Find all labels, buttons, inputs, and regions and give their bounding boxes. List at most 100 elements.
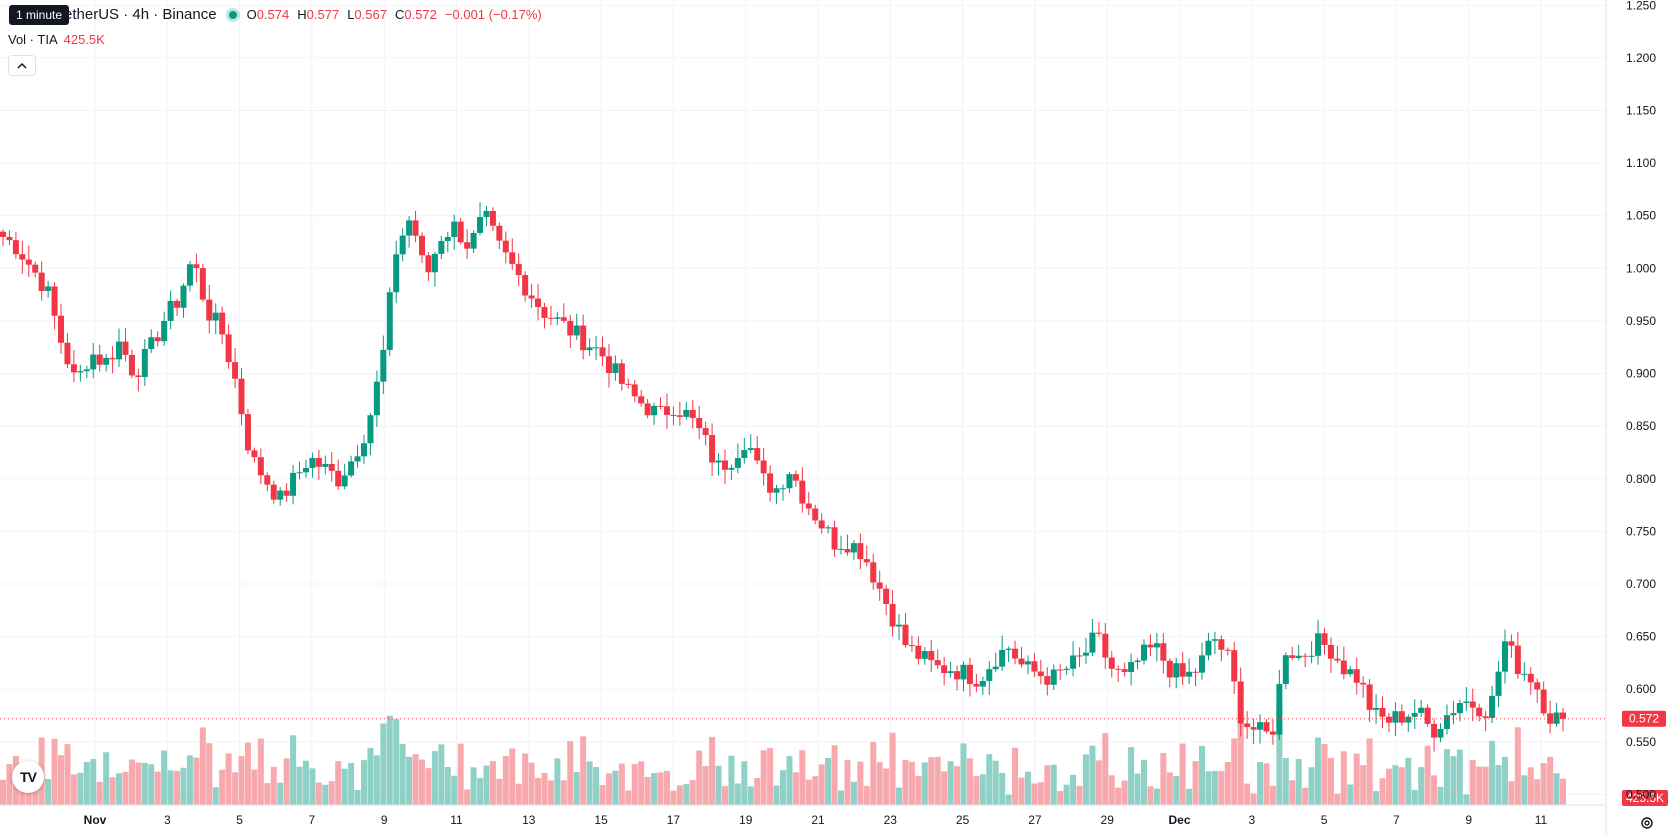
candle-body [1418,707,1425,713]
volume-bar [1514,727,1521,805]
candle-body [522,275,529,296]
candle-body [1070,655,1077,669]
candle-body [1495,671,1502,696]
volume-bar [683,784,690,805]
volume-bar [406,756,413,805]
volume-bar [1269,785,1276,805]
candle-body [302,467,309,473]
candle-body [232,362,239,379]
volume-bar [941,771,948,805]
candle-body [947,671,954,674]
y-tick-label: 0.700 [1626,577,1656,591]
candle-body [1031,661,1038,672]
candle-body [1456,703,1463,714]
volume-bar [367,747,374,805]
candle-body [747,448,754,450]
volume-bar [818,764,825,805]
close-value: 0.572 [404,7,437,22]
volume-bar [470,767,477,805]
candle-body [1276,684,1283,735]
volume-bar [1334,793,1341,805]
candle-body [1405,716,1412,723]
volume-bar [1398,767,1405,805]
volume-bar [451,775,458,805]
collapse-legend-button[interactable] [8,55,36,76]
volume-bars [0,703,1566,805]
candle-body [1224,649,1231,651]
symbol-title[interactable]: etherUS · 4h · Binance [64,6,217,23]
candle-body [734,458,741,468]
volume-bar [1385,768,1392,805]
candle-body [696,418,703,429]
volume-bar [283,758,290,805]
candle-body [792,474,799,481]
volume-bar [644,776,651,805]
volume-bar [1218,771,1225,805]
x-tick-label: 23 [884,813,898,827]
candle-body [709,435,716,463]
volume-bar [792,772,799,805]
candle-body [689,409,696,419]
volume-bar [573,771,580,805]
candle-body [535,298,542,308]
volume-bar [767,747,774,805]
volume-bar [1108,775,1115,805]
volume-bar [1147,786,1154,805]
y-tick-label: 1.250 [1626,0,1656,12]
volume-bar [1289,780,1296,805]
candle-body [954,671,961,680]
volume-bar [1179,743,1186,805]
candle-body [631,384,638,397]
candle-body [580,325,587,351]
volume-bar [477,777,484,805]
candle-body [193,264,200,269]
candle-body [1534,682,1541,690]
volume-bar [902,760,909,805]
volume-bar [883,768,890,805]
candle-body [1560,712,1566,719]
candle-body [25,259,32,265]
volume-bar [1186,788,1193,805]
volume-bar [831,745,838,805]
symbol-legend: etherUS · 4h · Binance O 0.574 H 0.577 L 0.… [8,6,550,23]
volume-bar [631,763,638,805]
volume-bar [702,766,709,805]
volume-bar [1134,773,1141,805]
candle-body [1411,712,1418,717]
volume-label[interactable]: Vol · TIA [8,32,58,47]
volume-bar [612,770,619,805]
volume-bar [522,753,529,805]
volume-bar [870,741,877,805]
candle-body [593,347,600,349]
volume-bar [1160,753,1167,805]
candle-body [464,242,471,249]
volume-bar [419,759,426,805]
volume-bar [212,787,219,805]
volume-bar [979,774,986,805]
candle-body [541,307,548,318]
candle-body [605,356,612,373]
chart-settings-button[interactable] [1640,816,1654,833]
x-tick-label: 7 [1393,813,1400,827]
tradingview-logo[interactable]: TV [12,761,44,793]
volume-bar [1005,794,1012,805]
candle-body [1063,668,1070,670]
candle-body [399,235,406,255]
low-label: L [347,7,355,22]
candle-body [12,240,19,255]
volume-bar [1443,749,1450,805]
volume-bar [1553,773,1560,805]
y-tick-label: 0.850 [1626,419,1656,433]
candle-body [431,253,438,273]
volume-legend: Vol · TIA 425.5K [8,32,105,47]
candle-body [77,371,84,373]
candle-body [754,448,761,461]
candle-body [148,337,155,350]
candle-body [1269,731,1276,735]
candle-body [174,300,181,308]
volume-bar [1418,767,1425,805]
candle-body [805,503,812,509]
x-tick-label: 11 [1535,813,1548,827]
candle-body [1128,662,1135,672]
